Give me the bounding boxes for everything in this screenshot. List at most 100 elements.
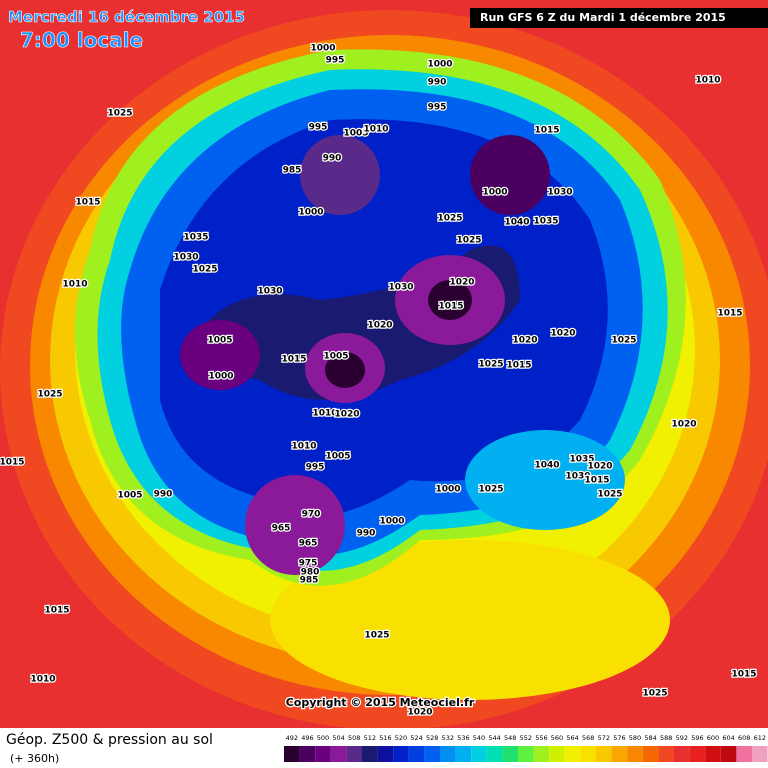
pressure-label: 1015 <box>0 458 25 468</box>
scale-swatch <box>596 746 612 762</box>
scale-label: 564 <box>566 734 578 742</box>
scale-label: 552 <box>520 734 532 742</box>
pressure-label: 1000 <box>208 372 233 382</box>
scale-swatch <box>611 746 628 762</box>
pressure-label: 990 <box>428 78 447 88</box>
scale-swatch <box>705 746 721 762</box>
pressure-label: 1015 <box>438 302 463 312</box>
scale-label: 544 <box>488 734 500 742</box>
pressure-label: 1030 <box>257 287 282 297</box>
pressure-label: 1020 <box>449 278 474 288</box>
scale-swatch <box>299 746 316 762</box>
scale-swatch <box>627 746 643 762</box>
footer-title: Géop. Z500 & pression au sol <box>6 732 213 748</box>
pressure-label: 990 <box>357 529 376 539</box>
pressure-label: 1030 <box>547 188 572 198</box>
scale-label: 608 <box>738 734 750 742</box>
scale-swatch <box>362 746 378 762</box>
scale-swatch <box>471 746 487 762</box>
run: Run GFS 6 Z du Mardi 1 décembre 2015 <box>480 11 726 24</box>
scale-swatch <box>393 746 409 762</box>
scale-label: 536 <box>457 734 469 742</box>
scale-label: 604 <box>722 734 734 742</box>
scale-swatch <box>377 746 394 762</box>
scale-swatch <box>533 746 550 762</box>
pressure-label: 1005 <box>207 336 232 346</box>
pressure-label: 1025 <box>456 236 481 246</box>
scale-swatch <box>689 746 706 762</box>
pressure-label: 1000 <box>298 208 323 218</box>
scale-label: 520 <box>395 734 407 742</box>
pressure-label: 1000 <box>379 517 404 527</box>
pressure-label: 1010 <box>363 125 388 135</box>
pressure-label: 1025 <box>437 214 462 224</box>
scale-label: 500 <box>317 734 329 742</box>
run-box <box>470 8 768 28</box>
pressure-label: 975 <box>299 559 318 569</box>
pressure-label: 985 <box>300 576 319 586</box>
pressure-label: 990 <box>323 154 342 164</box>
pressure-label: 1040 <box>504 218 529 228</box>
band <box>270 540 670 700</box>
pressure-label: 995 <box>326 56 345 66</box>
scale-label: 504 <box>332 734 344 742</box>
pressure-label: 1010 <box>291 442 316 452</box>
scale-label: 600 <box>707 734 719 742</box>
pressure-label: 1000 <box>427 60 452 70</box>
pressure-label: 1005 <box>343 129 368 139</box>
pressure-label: 1005 <box>325 452 350 462</box>
scale-label: 516 <box>379 734 391 742</box>
low <box>245 475 345 575</box>
pressure-label: 1010 <box>695 76 720 86</box>
scale-swatch <box>408 746 425 762</box>
scale-swatch <box>455 746 472 762</box>
pressure-label: 1005 <box>323 352 348 362</box>
scale-swatch <box>564 746 581 762</box>
pressure-label: 980 <box>301 568 320 578</box>
scale-label: 524 <box>410 734 422 742</box>
footer-lead: (+ 360h) <box>10 752 59 765</box>
pressure-label: 1020 <box>512 336 537 346</box>
low <box>300 135 380 215</box>
pressure-label: 1035 <box>183 233 208 243</box>
pressure-label: 1025 <box>107 109 132 119</box>
low <box>180 320 260 390</box>
scale-label: 572 <box>598 734 610 742</box>
pressure-label: 965 <box>299 539 318 549</box>
scale-swatch <box>518 746 534 762</box>
scale-label: 612 <box>754 734 766 742</box>
copyright: Copyright © 2015 Meteociel.fr <box>286 696 475 709</box>
pressure-label: 1035 <box>533 217 558 227</box>
low <box>470 135 550 215</box>
pressure-label: 1020 <box>407 708 432 718</box>
pressure-label: 1015 <box>717 309 742 319</box>
scale-label: 540 <box>473 734 485 742</box>
date: Mercredi 16 décembre 2015 <box>8 8 245 26</box>
scale-swatch <box>440 746 456 762</box>
scale-label: 492 <box>286 734 298 742</box>
scale-swatch <box>720 746 737 762</box>
scale-swatch <box>346 746 362 762</box>
pressure-label: 1015 <box>506 361 531 371</box>
scale-label: 532 <box>442 734 454 742</box>
pressure-label: 990 <box>154 490 173 500</box>
scale-label: 596 <box>691 734 703 742</box>
pressure-label: 995 <box>428 103 447 113</box>
scale-swatch <box>330 746 347 762</box>
pressure-label: 1015 <box>281 355 306 365</box>
pressure-label: 1015 <box>534 126 559 136</box>
low <box>428 280 472 320</box>
pressure-label: 1015 <box>731 670 756 680</box>
scale-swatch <box>642 746 659 762</box>
low <box>325 352 365 388</box>
pressure-label: 1020 <box>671 420 696 430</box>
pressure-label: 1025 <box>478 360 503 370</box>
scale-label: 560 <box>551 734 563 742</box>
scale-label: 508 <box>348 734 360 742</box>
pressure-label: 1000 <box>310 44 335 54</box>
pressure-label: 1005 <box>117 491 142 501</box>
scale-swatch <box>502 746 518 762</box>
pressure-label: 1030 <box>173 253 198 263</box>
pressure-label: 1015 <box>584 476 609 486</box>
